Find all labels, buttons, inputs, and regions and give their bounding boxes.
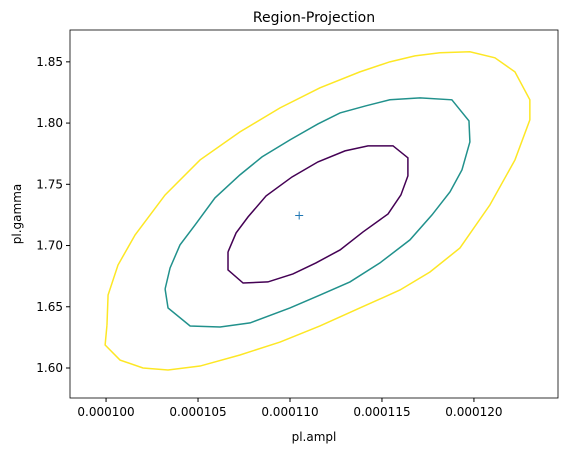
x-tick-label: 0.000110: [261, 405, 318, 419]
y-tick-label: 1.85: [36, 55, 63, 69]
plot-frame: [69, 29, 559, 399]
y-tick-label: 1.60: [36, 361, 63, 375]
y-tick-label: 1.75: [36, 177, 63, 191]
contour-line: [227, 145, 409, 284]
y-tick-label: 1.65: [36, 300, 63, 314]
chart-title: Region-Projection: [253, 10, 375, 26]
y-axis-label: pl.gamma: [10, 184, 24, 244]
x-tick-label: 0.000100: [77, 405, 134, 419]
y-tick-label: 1.70: [36, 239, 63, 253]
x-tick-label: 0.000115: [353, 405, 410, 419]
contour-line: [104, 51, 531, 371]
x-tick-label: 0.000120: [445, 405, 502, 419]
x-tick-label: 0.000105: [169, 405, 226, 419]
x-axis-label: pl.ampl: [292, 430, 337, 444]
contour-line: [164, 97, 471, 328]
y-tick-label: 1.80: [36, 116, 63, 130]
best-fit-marker: [295, 211, 304, 220]
